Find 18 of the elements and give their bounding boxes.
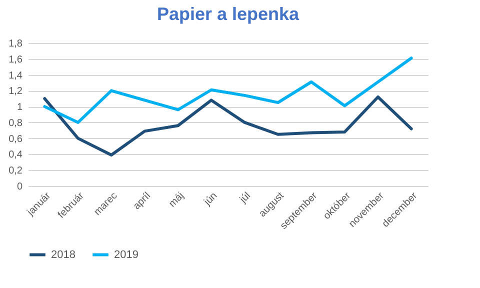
y-tick-label: 0,4 xyxy=(8,150,23,161)
legend-label: 2019 xyxy=(114,248,138,261)
x-tick-label: máj xyxy=(167,190,186,210)
y-tick-label: 1,2 xyxy=(8,86,23,98)
legend-label: 2018 xyxy=(51,248,76,261)
y-tick-label: 1 xyxy=(16,102,23,114)
y-tick-label: 1,6 xyxy=(8,54,23,66)
line-series xyxy=(43,56,413,124)
y-tick-label: 0,6 xyxy=(8,134,23,145)
y-tick-label: 0 xyxy=(16,182,23,192)
y-tick-label: 1,4 xyxy=(8,70,23,82)
line-series xyxy=(43,96,413,157)
y-tick-label: 1,8 xyxy=(8,38,23,50)
chart-title: Papier a lepenka xyxy=(156,4,300,24)
x-tick-label: jún xyxy=(202,190,220,208)
x-tick-label: júl xyxy=(237,190,253,206)
y-tick-label: 0,8 xyxy=(8,118,23,129)
y-tick-label: 0,2 xyxy=(8,166,23,177)
